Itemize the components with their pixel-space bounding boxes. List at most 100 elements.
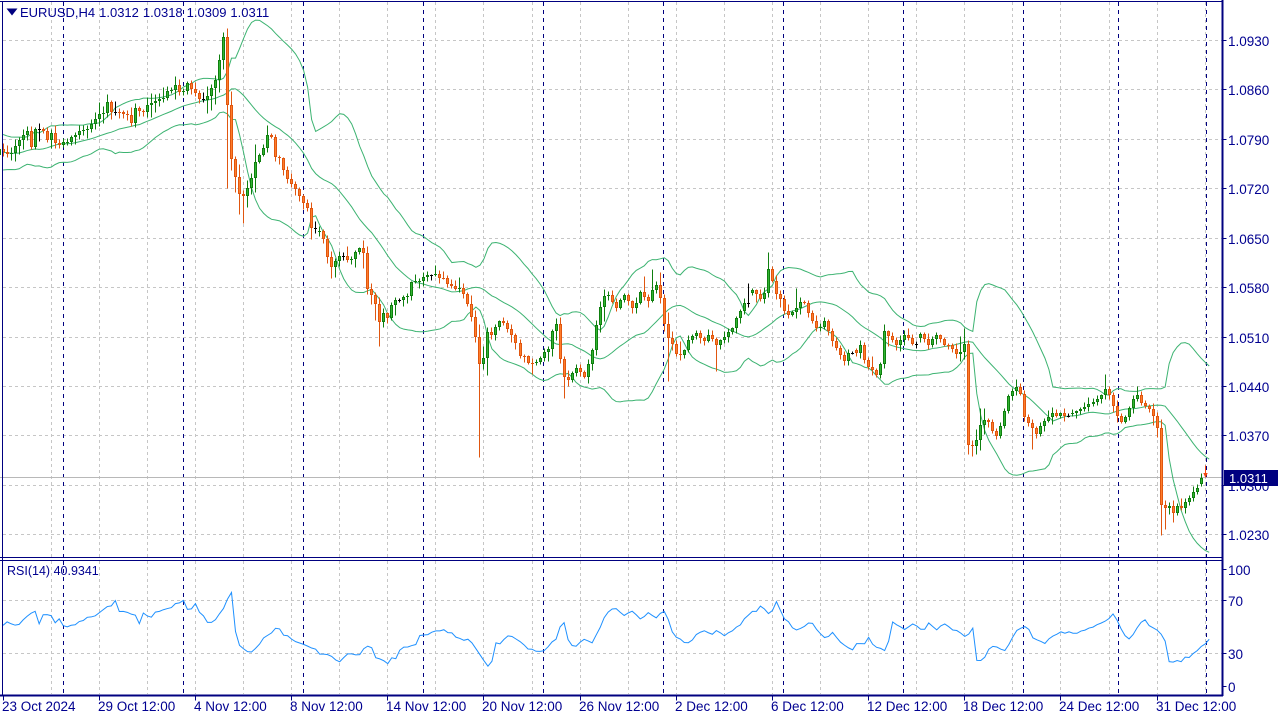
candle-bar — [579, 364, 582, 377]
candle-bar — [999, 422, 1002, 439]
candle-bar — [959, 336, 962, 362]
candle-bar — [186, 81, 189, 95]
bollinger-bb_upper — [2, 19, 1210, 396]
time-axis-label: 14 Nov 12:00 — [386, 699, 467, 714]
candle-bar — [815, 315, 818, 332]
rsi-axis-label: 70 — [1228, 593, 1244, 609]
candle-bar — [1124, 415, 1127, 424]
candle-bar — [583, 370, 586, 379]
candle-bar — [1180, 498, 1183, 511]
bollinger-bb_lower — [3, 111, 1210, 553]
candle-bar — [1083, 402, 1086, 412]
rsi-indicator-header: RSI(14) 40.9341 — [7, 564, 99, 578]
candle-bar — [382, 308, 385, 328]
candle-bar — [1011, 388, 1014, 401]
candle-bar — [66, 138, 69, 146]
candle-bar — [979, 408, 982, 451]
candle-bar — [194, 82, 197, 97]
candle-bar — [839, 345, 842, 360]
candle-bar — [502, 317, 505, 326]
candle-bar — [823, 317, 826, 330]
candle-bar — [911, 334, 914, 346]
candle-bar — [1188, 495, 1191, 506]
candle-bar — [90, 119, 93, 133]
collapse-triangle-icon[interactable] — [6, 8, 18, 16]
candle-bar — [711, 330, 714, 342]
candle-bar — [286, 166, 289, 184]
candle-bar — [863, 342, 866, 364]
candle-bar — [551, 329, 554, 357]
candle-bar — [158, 93, 161, 107]
candle-bar — [1079, 407, 1082, 415]
candle-bar — [1108, 386, 1111, 400]
candle-bar — [282, 157, 285, 176]
candle-bar — [1003, 408, 1006, 429]
candle-bar — [759, 289, 762, 302]
price-axis-label: 1.0650 — [1228, 231, 1270, 247]
candle-bar — [70, 135, 73, 146]
candle-bar — [342, 252, 345, 261]
candle-bar — [851, 351, 854, 355]
candle-bar — [1039, 422, 1042, 437]
candle-bar — [827, 319, 830, 336]
candle-bar — [338, 251, 341, 267]
current-price-box: 1.0311 — [1224, 470, 1278, 486]
candle-bar — [1096, 395, 1099, 406]
candle-bar — [619, 298, 622, 310]
candle-bar — [1047, 410, 1050, 423]
candle-bar — [1120, 413, 1123, 424]
candle-bar — [82, 125, 85, 136]
candle-bar — [1152, 403, 1155, 426]
candle-bar — [1176, 503, 1179, 516]
candle-bar — [531, 358, 534, 375]
candle-bar — [539, 356, 542, 365]
candle-bar — [895, 337, 898, 351]
candle-bar — [671, 331, 674, 351]
candle-bar — [679, 341, 682, 361]
ohlc-high: 1.0318 — [142, 5, 183, 20]
candle-bar — [162, 87, 165, 103]
time-axis-label: 8 Nov 12:00 — [290, 699, 363, 714]
candle-bar — [486, 327, 489, 376]
candle-bar — [370, 283, 373, 305]
candle-bar — [1172, 500, 1175, 523]
candle-bar — [939, 334, 942, 343]
price-axis-label: 1.0930 — [1228, 33, 1270, 49]
candle-bar — [354, 250, 357, 268]
candle-bar — [334, 258, 337, 278]
candle-bar — [1160, 419, 1163, 536]
candle-bar — [1075, 410, 1078, 419]
candle-bar — [1132, 395, 1135, 414]
candle-bar — [130, 107, 133, 127]
candle-bar — [627, 293, 630, 306]
candle-bar — [214, 75, 217, 105]
candle-bar — [1144, 400, 1147, 409]
candle-bar — [1156, 412, 1159, 438]
candle-bar — [647, 294, 650, 308]
ohlc-close: 1.0311 — [230, 5, 270, 20]
candle-bar — [891, 332, 894, 343]
time-axis-label: 4 Nov 12:00 — [194, 699, 267, 714]
candle-bar — [1092, 398, 1095, 407]
candle-bar — [695, 330, 698, 340]
candle-bar — [430, 274, 433, 281]
candle-bar — [807, 300, 810, 318]
candle-bar — [683, 349, 686, 359]
candle-bar — [362, 240, 365, 269]
candle-bar — [302, 194, 305, 210]
candle-bar — [987, 418, 990, 428]
candle-bar — [402, 295, 405, 307]
candle-bar — [490, 327, 493, 340]
candle-bar — [883, 324, 886, 369]
rsi-polyline — [2, 590, 1210, 667]
candle-bar — [246, 180, 249, 208]
current-price-label: 1.0311 — [1229, 471, 1268, 486]
candle-bar — [482, 346, 485, 370]
candle-bar — [955, 343, 958, 359]
candle-bar — [74, 132, 77, 145]
candle-bar — [266, 125, 269, 153]
candle-bar — [142, 109, 145, 117]
candle-bar — [374, 292, 377, 321]
candle-bar — [855, 348, 858, 357]
